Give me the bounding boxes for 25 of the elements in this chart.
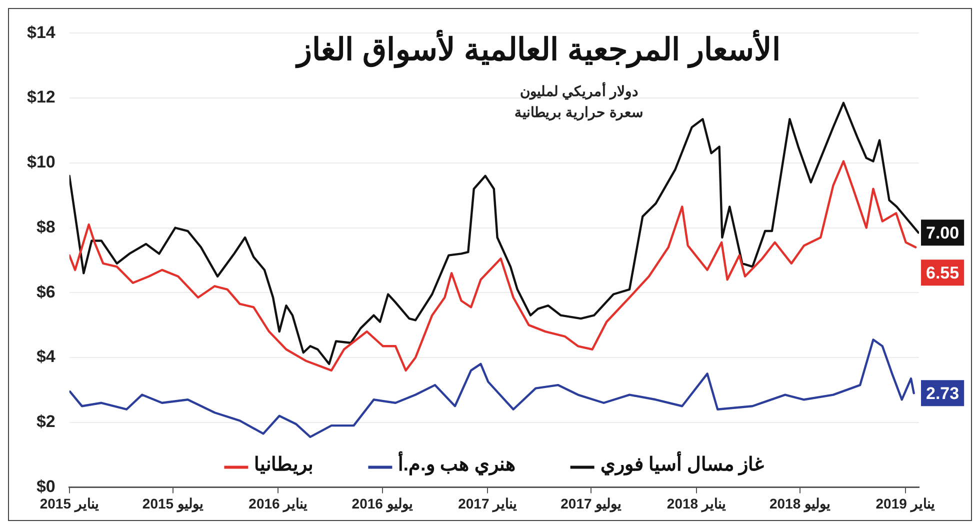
y-tick-label: $12: [26, 88, 56, 107]
legend-label: بريطانيا: [254, 454, 314, 476]
y-tick-label: $6: [36, 282, 56, 302]
x-tick-label: يوليو 2016: [352, 495, 413, 512]
text: 7.00: [926, 223, 960, 242]
y-tick-label: $8: [36, 217, 56, 236]
x-tick-label: يناير 2017: [458, 495, 518, 512]
y-tick-label: $0: [36, 476, 56, 496]
x-tick-label: يوليو 2017: [560, 495, 622, 512]
y-tick-label: $14: [26, 22, 56, 42]
y-tick-label: $4: [36, 347, 56, 366]
text: دولار أمريكي لمليون سعرة حرارية بريطانية: [514, 81, 644, 123]
x-tick-label: يناير 2019: [876, 495, 935, 512]
legend-label: هنري هب و.م.أ: [398, 450, 516, 476]
x-tick-label: يوليو 2015: [142, 495, 204, 512]
x-tick-label: يناير 2018: [666, 495, 726, 512]
text: 2.73: [926, 384, 960, 403]
text: 6.55: [926, 263, 960, 282]
legend-label: غاز مسال أسيا فوري: [600, 450, 764, 476]
x-tick-label: يناير 2016: [248, 495, 308, 512]
chart-title: الأسعار المرجعية العالمية لأسواق الغاز: [294, 31, 782, 68]
y-tick-label: $10: [26, 152, 56, 172]
x-tick-label: يناير 2015: [40, 495, 99, 512]
x-tick-label: يوليو 2018: [769, 495, 831, 512]
y-tick-label: $2: [36, 412, 56, 432]
